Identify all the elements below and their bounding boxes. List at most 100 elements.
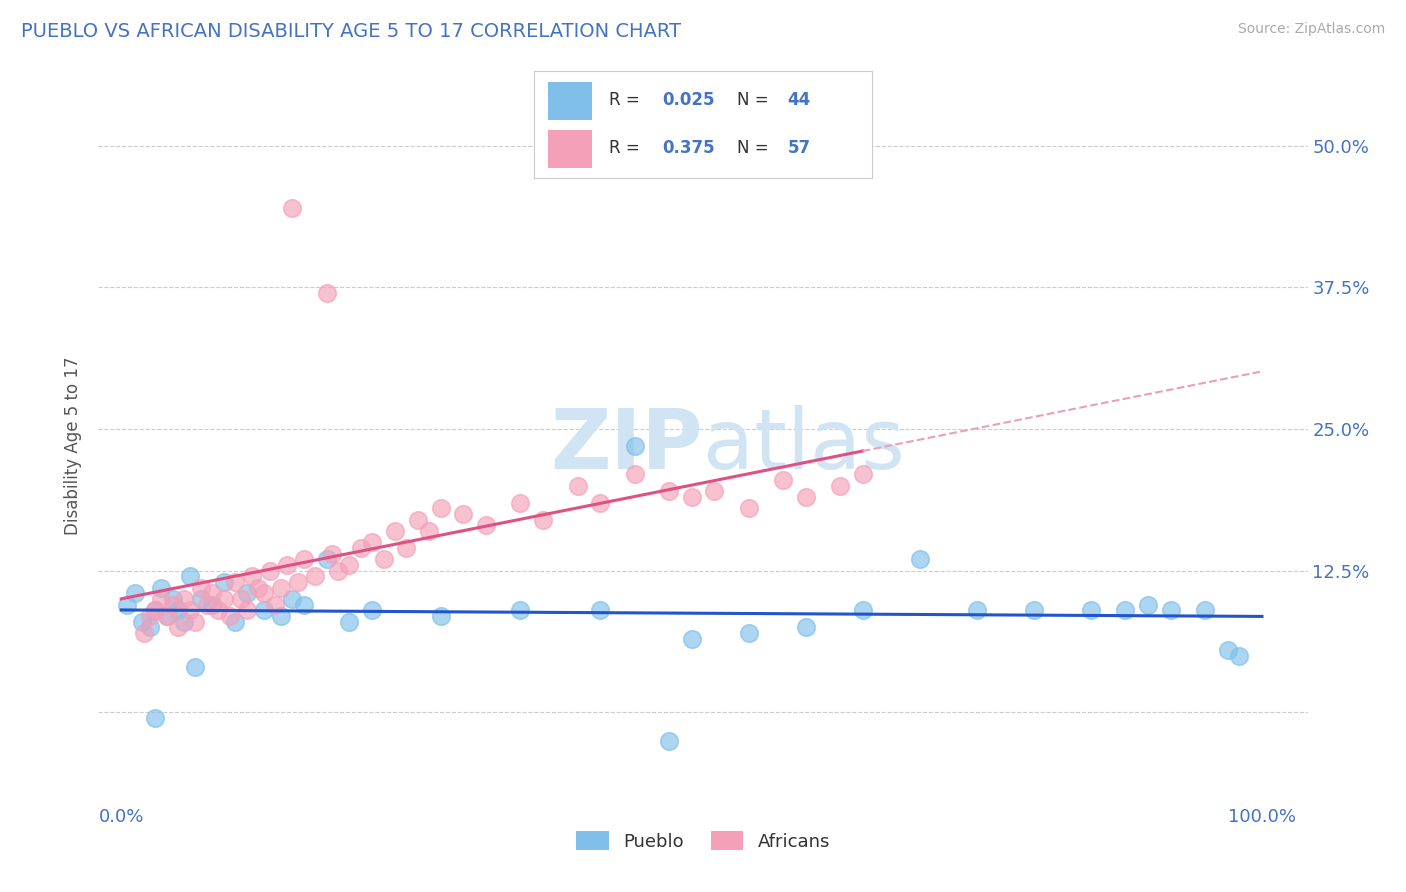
- Point: [259, 564, 281, 578]
- Point: [772, 473, 794, 487]
- Point: [658, 733, 681, 747]
- Point: [253, 603, 276, 617]
- Point: [1136, 598, 1159, 612]
- Point: [124, 586, 146, 600]
- Point: [475, 518, 498, 533]
- Point: [326, 564, 349, 578]
- Point: [1022, 603, 1045, 617]
- Point: [794, 620, 817, 634]
- Point: [167, 603, 190, 617]
- Point: [162, 598, 184, 612]
- Point: [418, 524, 440, 538]
- Point: [350, 541, 373, 555]
- Point: [281, 591, 304, 606]
- Point: [179, 569, 201, 583]
- Point: [852, 467, 875, 482]
- Point: [184, 615, 207, 629]
- Point: [406, 513, 429, 527]
- Point: [156, 608, 179, 623]
- Point: [361, 535, 384, 549]
- Point: [337, 558, 360, 572]
- Point: [315, 286, 337, 301]
- Text: 44: 44: [787, 91, 811, 109]
- Point: [567, 478, 589, 492]
- Point: [658, 484, 681, 499]
- Point: [156, 608, 179, 623]
- Point: [737, 626, 759, 640]
- Point: [264, 598, 287, 612]
- Point: [1216, 643, 1239, 657]
- Point: [304, 569, 326, 583]
- Point: [218, 608, 240, 623]
- Legend: Pueblo, Africans: Pueblo, Africans: [569, 824, 837, 858]
- Point: [184, 660, 207, 674]
- Point: [115, 598, 138, 612]
- Text: atlas: atlas: [703, 406, 904, 486]
- Text: R =: R =: [609, 91, 644, 109]
- Point: [1114, 603, 1136, 617]
- Point: [229, 591, 252, 606]
- Point: [1160, 603, 1182, 617]
- Point: [150, 591, 173, 606]
- Point: [212, 574, 235, 589]
- Point: [337, 615, 360, 629]
- Point: [201, 598, 224, 612]
- Y-axis label: Disability Age 5 to 17: Disability Age 5 to 17: [65, 357, 83, 535]
- Text: 0.375: 0.375: [662, 139, 716, 157]
- Point: [292, 552, 315, 566]
- Text: ZIP: ZIP: [551, 406, 703, 486]
- Point: [1227, 648, 1250, 663]
- Point: [623, 467, 645, 482]
- Point: [270, 581, 292, 595]
- Text: 0.025: 0.025: [662, 91, 716, 109]
- Point: [623, 439, 645, 453]
- Point: [1194, 603, 1216, 617]
- Point: [270, 608, 292, 623]
- Point: [247, 581, 270, 595]
- Point: [235, 586, 257, 600]
- Bar: [548, 82, 592, 120]
- Text: N =: N =: [737, 91, 773, 109]
- Point: [589, 495, 612, 509]
- Point: [703, 484, 725, 499]
- Point: [224, 615, 246, 629]
- Point: [287, 574, 309, 589]
- Point: [145, 603, 167, 617]
- Point: [201, 586, 224, 600]
- Point: [224, 574, 246, 589]
- Point: [179, 603, 201, 617]
- Point: [681, 490, 703, 504]
- Point: [132, 626, 155, 640]
- Bar: [548, 130, 592, 168]
- Text: Source: ZipAtlas.com: Source: ZipAtlas.com: [1237, 22, 1385, 37]
- Point: [531, 513, 554, 527]
- Point: [429, 608, 451, 623]
- Text: 57: 57: [787, 139, 810, 157]
- Point: [361, 603, 384, 617]
- Point: [384, 524, 406, 538]
- Point: [395, 541, 418, 555]
- Point: [737, 501, 759, 516]
- Point: [509, 495, 531, 509]
- Point: [145, 711, 167, 725]
- Text: N =: N =: [737, 139, 773, 157]
- Text: R =: R =: [609, 139, 644, 157]
- Point: [966, 603, 988, 617]
- Point: [253, 586, 276, 600]
- Point: [1080, 603, 1102, 617]
- Point: [195, 598, 218, 612]
- Point: [828, 478, 851, 492]
- Point: [139, 620, 162, 634]
- Point: [131, 615, 153, 629]
- Point: [509, 603, 531, 617]
- Point: [292, 598, 315, 612]
- Text: PUEBLO VS AFRICAN DISABILITY AGE 5 TO 17 CORRELATION CHART: PUEBLO VS AFRICAN DISABILITY AGE 5 TO 17…: [21, 22, 681, 41]
- Point: [281, 201, 304, 215]
- Point: [453, 507, 475, 521]
- Point: [373, 552, 395, 566]
- Point: [235, 603, 257, 617]
- Point: [681, 632, 703, 646]
- Point: [162, 591, 184, 606]
- Point: [794, 490, 817, 504]
- Point: [173, 615, 195, 629]
